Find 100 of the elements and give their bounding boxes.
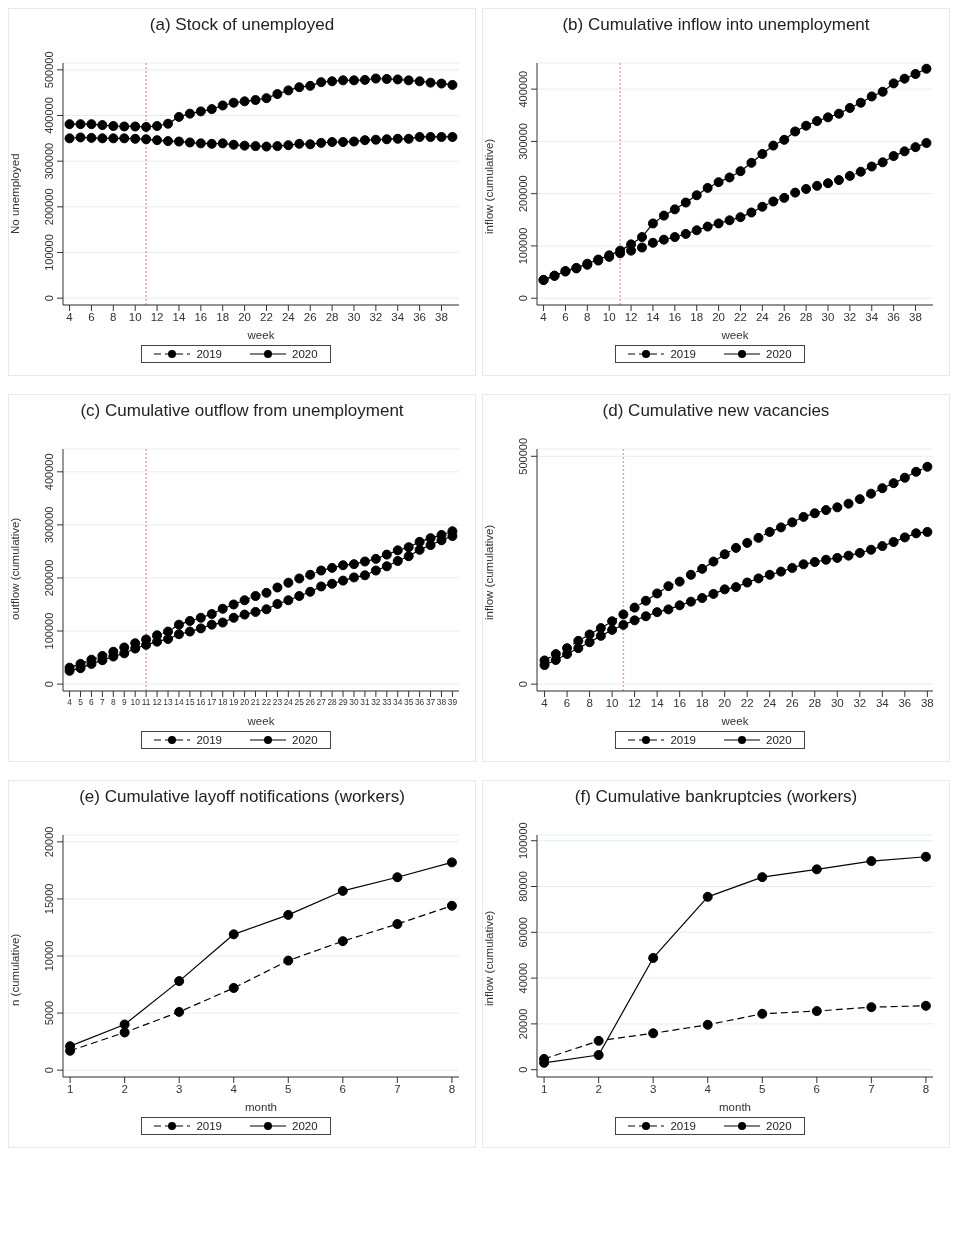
x-tick-label: 14 (646, 311, 660, 324)
x-tick-label: 30 (347, 311, 361, 324)
x-tick-label: 24 (283, 696, 294, 707)
legend-label: 2020 (292, 1120, 318, 1132)
y-tick-label: 40000 (517, 962, 529, 994)
x-tick-label: 7 (394, 1083, 401, 1096)
x-tick-label: 3 (649, 1083, 657, 1096)
chart-title: (b) Cumulative inflow into unemployment (561, 15, 871, 35)
y-tick-label: 0 (43, 681, 55, 688)
x-tick-label: 28 (808, 697, 822, 710)
x-tick-label: 20 (239, 696, 250, 707)
y-tick-label: 300000 (517, 123, 529, 160)
x-tick-label: 6 (562, 311, 569, 324)
legend-label: 2019 (670, 348, 696, 360)
y-tick-label: 200000 (43, 559, 55, 597)
x-tick-label: 22 (261, 696, 272, 707)
y-tick-label: 100000 (43, 612, 55, 650)
x-tick-label: 30 (349, 696, 359, 707)
x-tick-label: 6 (89, 696, 95, 707)
y-tick-label: 0 (517, 1066, 529, 1073)
y-tick-label: 20000 (43, 826, 55, 858)
x-tick-label: 34 (391, 311, 405, 324)
x-tick-label: 1 (540, 1083, 548, 1096)
y-tick-label: 400000 (43, 453, 55, 491)
x-tick-label: 19 (228, 696, 239, 707)
y-tick-label: 200000 (43, 188, 55, 226)
x-tick-label: 10 (605, 697, 619, 710)
x-axis-title: month (245, 1101, 277, 1113)
x-tick-label: 4 (230, 1083, 238, 1096)
x-tick-label: 22 (260, 311, 273, 324)
x-tick-label: 4 (704, 1083, 712, 1096)
chart-title: (c) Cumulative outflow from unemployment (79, 401, 405, 421)
x-tick-label: 18 (690, 311, 704, 324)
x-tick-label: 36 (898, 697, 912, 710)
y-axis-title: inflow (cumulative) (483, 910, 496, 1006)
x-tick-label: 26 (785, 697, 799, 710)
x-tick-label: 12 (624, 311, 638, 324)
x-tick-label: 37 (425, 696, 436, 707)
x-tick-label: 18 (218, 696, 228, 707)
y-tick-label: 300000 (43, 506, 55, 544)
x-tick-label: 33 (382, 696, 392, 707)
x-tick-label: 8 (922, 1083, 930, 1096)
legend-label: 2020 (766, 734, 792, 746)
y-tick-label: 100000 (43, 234, 55, 271)
x-axis-title: week (246, 715, 275, 727)
x-tick-label: 3 (175, 1083, 183, 1096)
x-tick-label: 9 (121, 696, 127, 707)
chart-title: (f) Cumulative bankruptcies (workers) (573, 787, 859, 807)
x-tick-label: 28 (327, 696, 338, 707)
y-tick-label: 100000 (517, 227, 529, 265)
y-tick-label: 0 (517, 681, 529, 688)
x-tick-label: 4 (540, 311, 548, 324)
x-tick-label: 5 (285, 1083, 292, 1096)
x-tick-label: 7 (868, 1083, 875, 1096)
x-axis-title: week (246, 329, 275, 341)
legend-label: 2020 (292, 734, 318, 746)
x-tick-label: 23 (272, 696, 283, 707)
x-tick-label: 26 (777, 311, 791, 324)
x-tick-label: 36 (413, 311, 427, 324)
x-tick-label: 15 (185, 696, 195, 707)
x-tick-label: 20 (718, 697, 732, 710)
x-tick-label: 6 (339, 1083, 347, 1096)
x-tick-label: 10 (602, 311, 616, 324)
legend-label: 2020 (766, 1120, 792, 1132)
y-tick-label: 100000 (517, 822, 529, 860)
x-tick-label: 30 (821, 311, 835, 324)
x-tick-label: 36 (887, 311, 901, 324)
x-tick-label: 11 (141, 696, 151, 707)
x-tick-label: 32 (371, 696, 381, 707)
x-tick-label: 5 (759, 1083, 766, 1096)
legend-label: 2019 (670, 734, 696, 746)
x-tick-label: 4 (67, 696, 73, 707)
x-tick-label: 10 (128, 311, 142, 324)
x-tick-label: 35 (404, 696, 414, 707)
x-tick-label: 32 (843, 311, 857, 324)
x-tick-label: 12 (150, 311, 164, 324)
x-tick-label: 26 (305, 696, 316, 707)
y-tick-label: 60000 (517, 917, 529, 948)
y-tick-label: 15000 (43, 883, 55, 915)
x-tick-label: 18 (216, 311, 230, 324)
x-tick-label: 22 (734, 311, 747, 324)
x-tick-label: 13 (163, 696, 174, 707)
y-tick-label: 5000 (43, 1000, 55, 1026)
x-tick-label: 21 (250, 696, 261, 707)
x-tick-label: 32 (369, 311, 383, 324)
y-tick-label: 80000 (517, 871, 529, 902)
legend-label: 2020 (292, 348, 318, 360)
x-tick-label: 32 (853, 697, 867, 710)
x-tick-label: 2 (595, 1083, 602, 1096)
x-tick-label: 26 (303, 311, 317, 324)
legend-label: 2019 (196, 1120, 222, 1132)
x-tick-label: 30 (830, 697, 844, 710)
y-tick-label: 20000 (517, 1008, 529, 1040)
x-axis-title: month (719, 1101, 751, 1113)
x-tick-label: 10 (130, 696, 141, 707)
x-tick-label: 25 (294, 696, 305, 707)
x-tick-label: 24 (763, 697, 777, 710)
x-tick-label: 31 (360, 696, 370, 707)
x-tick-label: 8 (110, 311, 117, 324)
x-tick-label: 22 (740, 697, 754, 710)
